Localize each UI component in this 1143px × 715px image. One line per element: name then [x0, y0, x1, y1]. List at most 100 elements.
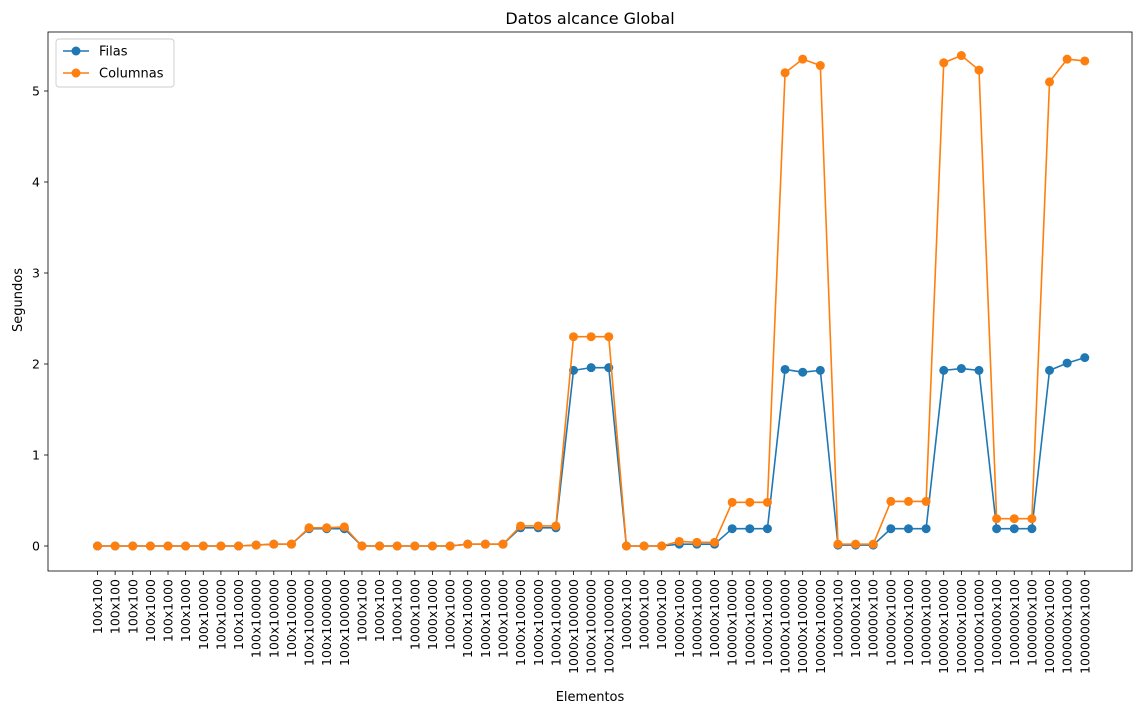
x-tick-label: 100000x1000 — [883, 579, 898, 666]
data-point-columnas — [1045, 77, 1055, 87]
data-point-filas — [1027, 524, 1037, 534]
data-point-columnas — [727, 497, 737, 507]
x-tick-label: 1000x100 — [372, 579, 387, 642]
x-tick-label: 100000x10000 — [936, 579, 951, 674]
data-point-columnas — [551, 521, 561, 531]
data-point-columnas — [1027, 514, 1037, 524]
data-point-columnas — [798, 54, 808, 64]
x-tick-label: 1000x100 — [390, 579, 405, 642]
data-point-columnas — [939, 58, 949, 68]
data-point-filas — [586, 363, 596, 373]
data-point-columnas — [480, 539, 490, 549]
x-tick-label: 1000x10000 — [495, 579, 510, 658]
data-point-columnas — [234, 541, 244, 551]
x-tick-label: 10000x1000 — [672, 579, 687, 658]
x-tick-label: 10000x100000 — [813, 579, 828, 674]
x-tick-label: 10000x100 — [654, 579, 669, 650]
data-point-columnas — [357, 541, 367, 551]
data-point-columnas — [868, 539, 878, 549]
data-point-filas — [886, 524, 896, 534]
data-point-columnas — [533, 521, 543, 531]
data-point-filas — [939, 365, 949, 375]
x-tick-label: 100x100 — [108, 579, 123, 634]
data-point-columnas — [657, 541, 667, 551]
data-point-filas — [921, 524, 931, 534]
data-point-columnas — [93, 541, 102, 551]
x-tick-label: 1000x10000 — [460, 579, 475, 658]
x-tick-label: 100x10000 — [213, 579, 228, 650]
x-tick-label: 1000000x1000 — [1060, 579, 1075, 674]
x-tick-label: 1000000x1000 — [1042, 579, 1057, 674]
series-line-columnas — [97, 54, 1085, 547]
legend: Filas Columnas — [55, 38, 175, 88]
data-point-columnas — [216, 541, 226, 551]
legend-marker-filas — [71, 46, 81, 56]
x-tick-label: 100x100 — [125, 579, 140, 634]
y-tick-label: 4 — [32, 175, 40, 190]
data-point-columnas — [674, 536, 684, 546]
data-point-columnas — [745, 497, 755, 507]
data-point-columnas — [145, 541, 155, 551]
x-tick-label: 100x1000 — [161, 579, 176, 642]
data-point-columnas — [110, 541, 120, 551]
x-tick-label: 1000x1000000 — [584, 579, 599, 674]
x-tick-label: 100000x100 — [830, 579, 845, 658]
x-tick-label: 10000x10000 — [725, 579, 740, 666]
data-point-columnas — [392, 541, 402, 551]
x-tick-label: 100x1000000 — [319, 579, 334, 666]
data-point-filas — [1080, 353, 1090, 363]
x-tick-label: 1000x1000000 — [601, 579, 616, 674]
x-tick-label: 100x1000 — [178, 579, 193, 642]
data-point-filas — [780, 364, 790, 374]
x-tick-label: 10000x100000 — [778, 579, 793, 674]
data-point-columnas — [780, 68, 790, 78]
data-point-filas — [762, 524, 772, 534]
y-tick-label: 2 — [32, 357, 40, 372]
data-point-filas — [1009, 524, 1019, 534]
data-point-columnas — [410, 541, 420, 551]
data-point-filas — [1062, 358, 1072, 368]
data-point-filas — [1045, 365, 1055, 375]
data-point-columnas — [815, 61, 825, 71]
data-point-filas — [992, 524, 1002, 534]
data-point-columnas — [304, 523, 314, 533]
data-point-columnas — [322, 523, 332, 533]
data-point-filas — [815, 365, 825, 375]
data-point-filas — [956, 364, 966, 374]
data-point-columnas — [692, 537, 702, 547]
x-tick-label: 10000x10000 — [742, 579, 757, 666]
data-point-filas — [974, 365, 984, 375]
data-point-columnas — [181, 541, 191, 551]
y-tick-label: 5 — [32, 84, 40, 99]
data-point-columnas — [974, 65, 984, 75]
y-tick-label: 3 — [32, 266, 40, 281]
x-tick-label: 1000x1000 — [443, 579, 458, 650]
x-tick-label: 100x100000 — [284, 579, 299, 658]
x-tick-label: 100x1000 — [143, 579, 158, 642]
data-point-columnas — [269, 539, 279, 549]
data-point-columnas — [516, 521, 526, 531]
x-tick-label: 100000x1000 — [919, 579, 934, 666]
data-point-columnas — [375, 541, 385, 551]
x-tick-label: 100x10000 — [231, 579, 246, 650]
data-point-columnas — [639, 541, 649, 551]
data-point-columnas — [762, 497, 772, 507]
data-point-columnas — [445, 541, 455, 551]
data-point-columnas — [1009, 514, 1019, 524]
x-tick-label: 1000x1000 — [407, 579, 422, 650]
data-point-columnas — [427, 541, 437, 551]
x-tick-label: 100x100 — [90, 579, 105, 634]
data-point-columnas — [903, 496, 913, 506]
data-point-columnas — [498, 539, 508, 549]
data-point-filas — [727, 524, 737, 534]
data-point-columnas — [1062, 54, 1072, 64]
x-tick-label: 1000000x100 — [989, 579, 1004, 666]
y-axis-label: Segundos — [11, 268, 26, 332]
data-point-columnas — [569, 332, 579, 342]
data-point-columnas — [251, 540, 261, 550]
data-point-columnas — [1080, 56, 1090, 66]
x-tick-label: 100x100000 — [249, 579, 264, 658]
x-tick-label: 1000000x100 — [1007, 579, 1022, 666]
